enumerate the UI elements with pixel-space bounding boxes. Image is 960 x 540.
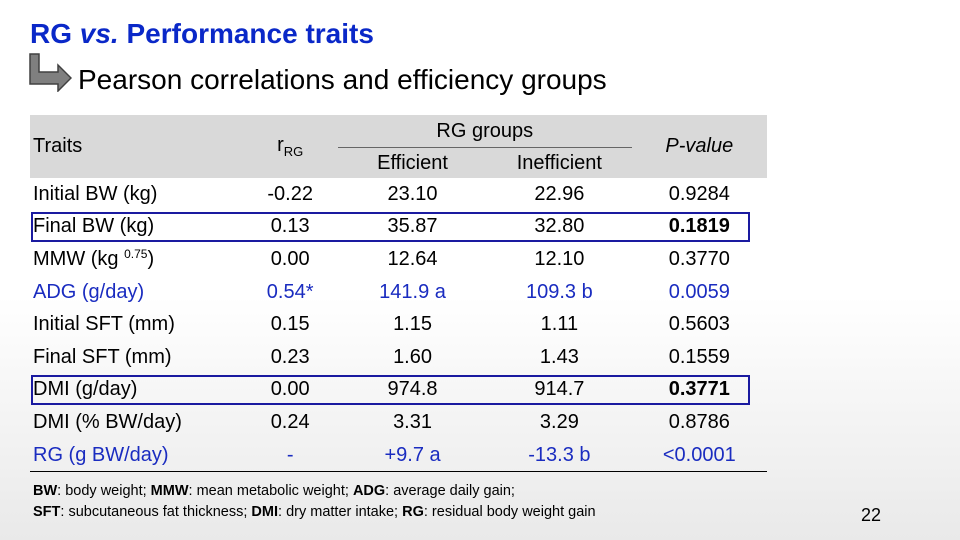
cell-pvalue: 0.0059: [668, 280, 730, 303]
cell-efficient: 3.31: [393, 410, 432, 433]
elbow-arrow-right-icon: [29, 53, 72, 92]
cell-efficient: 12.64: [387, 247, 438, 270]
cell-inefficient: 22.96: [534, 182, 585, 205]
cell-r: 0.54*: [266, 280, 314, 303]
cell-inefficient: 1.43: [539, 345, 579, 368]
cell-trait: Initial BW (kg): [33, 182, 158, 205]
footnote-line: SFT: subcutaneous fat thickness; DMI: dr…: [33, 502, 596, 523]
cell-pvalue: 0.8786: [668, 410, 730, 433]
cell-pvalue: 0.3770: [668, 247, 730, 270]
cell-pvalue: 0.9284: [668, 182, 730, 205]
slide-subtitle: Pearson correlations and efficiency grou…: [78, 64, 607, 95]
footnotes: BW: body weight; MMW: mean metabolic wei…: [33, 481, 596, 523]
header-rg-groups: RG groups: [337, 115, 632, 148]
footnote-abbr: SFT: [33, 504, 61, 520]
cell-inefficient: 3.29: [539, 410, 579, 433]
table-row: MMW (kg 0.75) 0.00 12.64 12.10 0.3770: [30, 243, 767, 276]
table-body: Initial BW (kg) -0.22 23.10 22.96 0.9284 Fina…: [30, 178, 767, 473]
cell-trait: MMW (kg 0.75): [33, 247, 155, 271]
footnote-desc: : subcutaneous fat thickness;: [60, 504, 252, 520]
results-table: Traits rRG RG groups P-value Efficient I…: [30, 115, 767, 473]
table-row: Initial BW (kg) -0.22 23.10 22.96 0.9284: [30, 178, 767, 211]
footnote-abbr: DMI: [251, 504, 279, 520]
cell-trait: Final BW (kg): [33, 215, 155, 238]
title-emphasis: vs.: [79, 18, 119, 49]
footnote-desc: : mean metabolic weight;: [188, 483, 353, 499]
cell-trait: ADG (g/day): [33, 280, 145, 303]
cell-trait: DMI (% BW/day): [33, 410, 182, 433]
cell-inefficient: -13.3 b: [487, 438, 632, 473]
footnote-desc: : dry matter intake;: [278, 504, 403, 520]
cell-pvalue: 0.1819: [668, 215, 730, 238]
cell-r: 0.24: [270, 410, 310, 433]
cell-pvalue: 0.3771: [668, 378, 730, 401]
cell-r: 0.23: [270, 345, 310, 368]
cell-r: -0.22: [267, 182, 313, 205]
page-number: 22: [861, 505, 882, 525]
cell-trait: RG (g BW/day): [30, 438, 243, 473]
cell-efficient: 35.87: [387, 215, 438, 238]
title-prefix: RG: [30, 18, 80, 49]
cell-r: -: [242, 438, 338, 473]
cell-efficient: 974.8: [387, 378, 438, 401]
cell-efficient: +9.7 a: [337, 438, 488, 473]
footnote-desc: : residual body weight gain: [423, 504, 596, 520]
cell-r: 0.13: [270, 215, 310, 238]
cell-trait: DMI (g/day): [33, 378, 138, 401]
cell-pvalue: <0.0001: [631, 438, 767, 473]
header-r-main: r: [277, 134, 284, 156]
cell-trait: Final SFT (mm): [33, 345, 172, 368]
title-suffix: Performance traits: [118, 18, 374, 49]
cell-trait: Initial SFT (mm): [33, 313, 175, 336]
table-row: Final BW (kg) 0.13 35.87 32.80 0.1819: [30, 211, 767, 244]
header-efficient: Efficient: [337, 147, 488, 178]
table-row: DMI (% BW/day) 0.24 3.31 3.29 0.8786: [30, 406, 767, 439]
header-pvalue: P-value: [631, 115, 767, 178]
cell-inefficient: 32.80: [534, 215, 585, 238]
results-table-container: Traits rRG RG groups P-value Efficient I…: [30, 115, 767, 473]
table-row: Initial SFT (mm) 0.15 1.15 1.11 0.5603: [30, 308, 767, 341]
table-row: DMI (g/day) 0.00 974.8 914.7 0.3771: [30, 374, 767, 407]
cell-efficient: 23.10: [387, 182, 438, 205]
footnote-line: BW: body weight; MMW: mean metabolic wei…: [33, 481, 596, 502]
cell-inefficient: 914.7: [534, 378, 585, 401]
header-inefficient: Inefficient: [487, 147, 632, 178]
table-row: RG (g BW/day) - +9.7 a -13.3 b <0.0001: [30, 438, 767, 473]
footnote-abbr: ADG: [352, 483, 386, 499]
footnote-abbr: BW: [33, 483, 58, 499]
footnote-desc: : average daily gain;: [385, 483, 515, 499]
header-traits: Traits: [30, 115, 243, 178]
cell-inefficient: 109.3 b: [526, 280, 593, 303]
header-r-sub: RG: [283, 144, 304, 159]
cell-r: 0.15: [270, 313, 310, 336]
cell-efficient: 1.15: [393, 313, 432, 336]
slide-title: RG vs. Performance traits: [30, 18, 374, 50]
footnote-desc: : body weight;: [57, 483, 151, 499]
cell-efficient: 1.60: [393, 345, 432, 368]
cell-r: 0.00: [270, 247, 310, 270]
header-r-rg: rRG: [242, 115, 338, 178]
cell-inefficient: 1.11: [540, 313, 579, 336]
table-row: Final SFT (mm) 0.23 1.60 1.43 0.1559: [30, 341, 767, 374]
cell-pvalue: 0.1559: [668, 345, 730, 368]
footnote-abbr: RG: [402, 504, 424, 520]
cell-pvalue: 0.5603: [668, 313, 730, 336]
cell-efficient: 141.9 a: [379, 280, 446, 303]
cell-r: 0.00: [270, 378, 310, 401]
table-row: ADG (g/day) 0.54* 141.9 a 109.3 b 0.0059: [30, 276, 767, 309]
footnote-abbr: MMW: [150, 483, 189, 499]
cell-inefficient: 12.10: [534, 247, 585, 270]
